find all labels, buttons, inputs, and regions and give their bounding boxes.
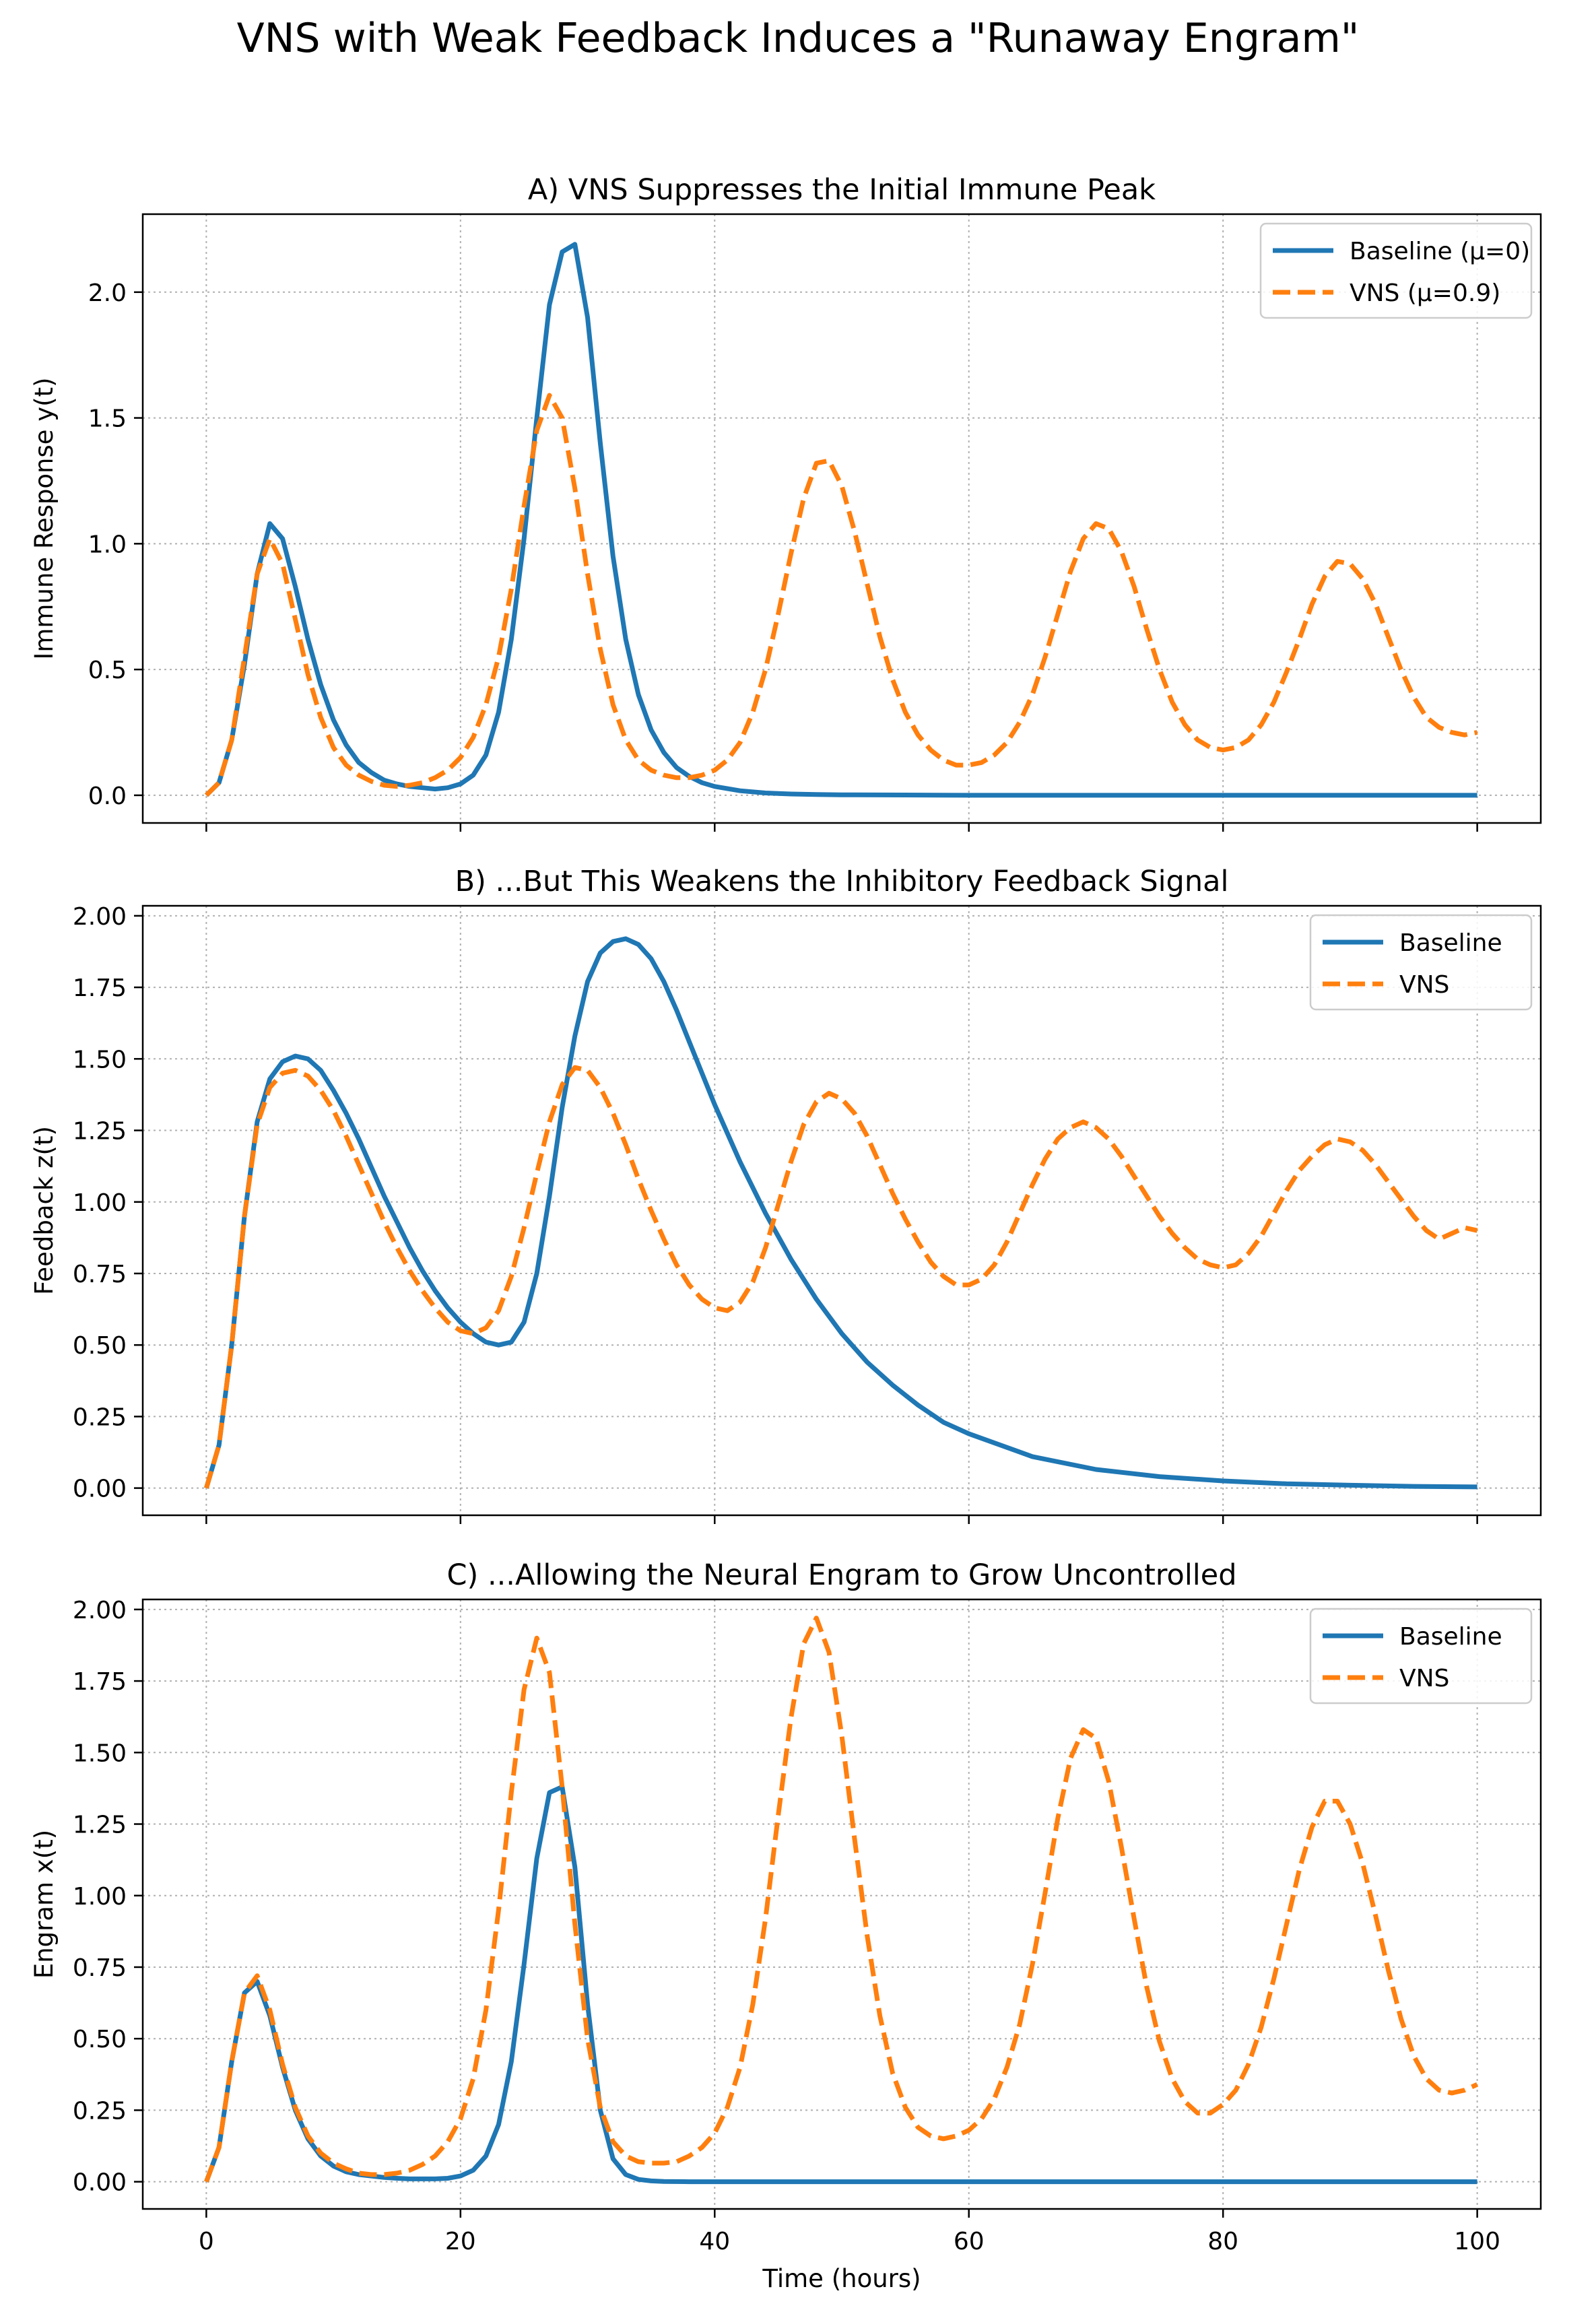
series-line-vns [204,1616,1479,2183]
y-tick-label: 0.25 [73,1403,127,1431]
y-tick-label: 1.75 [73,974,127,1002]
x-tick-label: 40 [699,2228,730,2255]
y-tick-label: 0.50 [73,1332,127,1360]
y-tick-label: 0.00 [73,2169,127,2197]
y-tick-label: 0.0 [88,783,127,810]
y-tick-label: 1.25 [73,1118,127,1146]
series-line-vns [204,393,1478,797]
panel-b: 0.00 0.25 0.50 0.75 1.00 1.25 1.50 1.75 2.00 B) .… [30,865,1542,1524]
legend-label: Baseline [1399,929,1502,957]
y-tick-label: 1.50 [73,1046,127,1073]
y-tick-label: 0.75 [73,1954,127,1982]
x-tick-label: 80 [1207,2228,1238,2255]
series-line-baseline [204,936,1477,1490]
y-tick-label: 1.0 [88,531,127,558]
legend-label: Baseline [1399,1623,1502,1651]
y-axis-label: Immune Response y(t) [30,377,59,659]
panel-title: A) VNS Suppresses the Initial Immune Pea… [528,173,1156,207]
legend-label: VNS [1399,971,1449,999]
legend-label: Baseline (μ=0) [1350,238,1530,265]
y-tick-label: 1.50 [73,1740,127,1767]
legend: Baseline (μ=0) VNS (μ=0.9) [1259,222,1533,319]
y-tick-label: 1.00 [73,1189,127,1217]
x-tick-label: 60 [954,2228,985,2255]
y-tick-label: 1.75 [73,1668,127,1696]
legend-label: VNS [1399,1665,1449,1692]
y-tick-label: 1.00 [73,1883,127,1911]
axes-frame [141,1598,1542,2210]
y-tick-label: 2.0 [88,279,127,307]
legend-box [1309,1608,1533,1705]
panel-title: C) ...Allowing the Neural Engram to Grow… [447,1558,1237,1592]
y-tick-label: 0.5 [88,657,127,684]
y-tick-label: 0.75 [73,1261,127,1288]
y-tick-label: 1.5 [88,405,127,433]
series-line-baseline [204,1784,1477,2185]
y-tick-label: 0.25 [73,2097,127,2125]
panel-title: B) ...But This Weakens the Inhibitory Fe… [455,865,1229,898]
legend: Baseline VNS [1309,914,1533,1011]
legend-box [1309,914,1533,1011]
y-axis-label: Feedback z(t) [30,1126,59,1295]
legend: Baseline VNS [1309,1608,1533,1705]
axes-frame [141,213,1542,824]
x-axis-label: Time (hours) [762,2264,921,2293]
series-line-baseline [204,242,1477,798]
y-tick-label: 2.00 [73,903,127,931]
y-tick-label: 2.00 [73,1597,127,1624]
x-tick-label: 20 [445,2228,476,2255]
axes-frame [141,904,1542,1517]
x-tick-label: 0 [199,2228,214,2255]
panel-a: 0.0 0.5 1.0 1.5 2.0 A) VNS Suppresses the Ini… [30,173,1542,832]
x-tick-label: 100 [1454,2228,1500,2255]
y-tick-label: 1.25 [73,1812,127,1839]
y-tick-label: 0.00 [73,1476,127,1503]
y-tick-label: 0.50 [73,2026,127,2053]
y-axis-label: Engram x(t) [30,1830,59,1979]
figure-title: VNS with Weak Feedback Induces a "Runawa… [236,15,1360,62]
legend-label: VNS (μ=0.9) [1350,279,1500,307]
series-line-vns [204,1065,1478,1489]
panel-c: 0 20 40 60 80 100 0.00 0.25 0.50 0.75 1.00 1.25 1.50… [30,1558,1542,2293]
